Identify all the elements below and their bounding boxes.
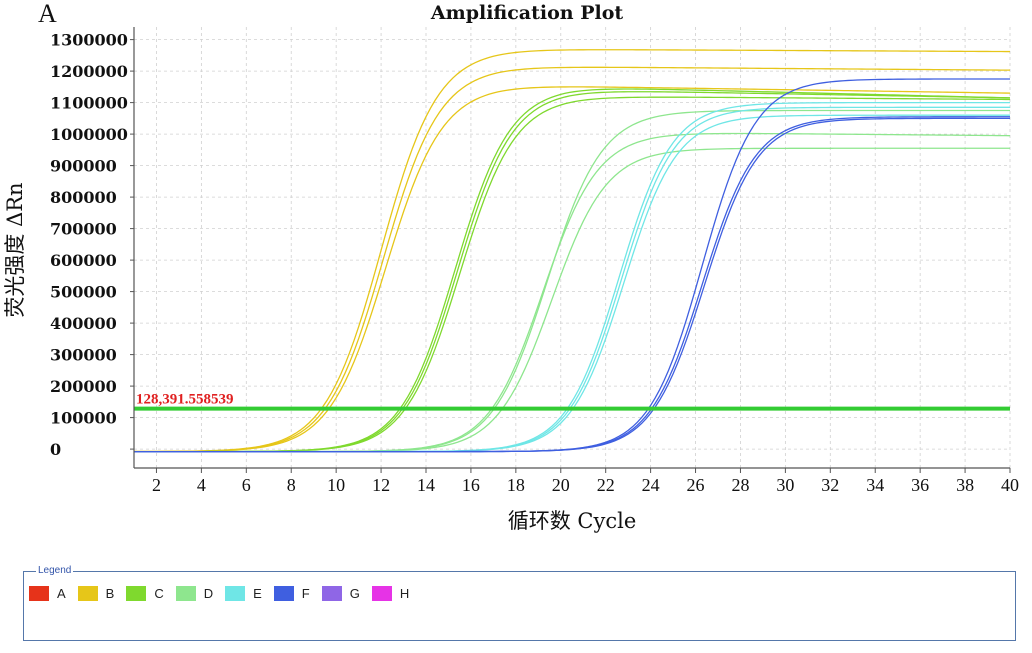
y-tick-label: 1000000 (50, 125, 128, 144)
x-tick-label: 22 (597, 475, 615, 495)
x-tick-label: 14 (417, 475, 435, 495)
legend-item-E: E (225, 586, 262, 601)
x-tick-label: 28 (731, 475, 749, 495)
x-tick-label: 16 (462, 475, 480, 495)
x-tick-label: 4 (197, 475, 206, 495)
grid-lines (134, 27, 1011, 468)
threshold-group: 128,391.558539 (134, 392, 1010, 411)
x-tick-label: 18 (507, 475, 525, 495)
series-E-curve (134, 101, 1010, 453)
legend-label: B (105, 586, 115, 601)
x-tick-label: 32 (821, 475, 839, 495)
legend-label: E (253, 586, 262, 601)
amplification-chart: A Amplification Plot 128,391.558539 0100… (3, 0, 1019, 533)
series-B-curve (133, 86, 1011, 453)
y-tick-label: 500000 (50, 283, 117, 302)
legend-label: F (301, 586, 310, 601)
x-tick-label: 30 (776, 475, 794, 495)
y-axis-ticks: 0 100000 200000 300000 400000 500000 600000 700… (50, 31, 134, 459)
y-tick-label: 700000 (50, 220, 117, 239)
series-B-curve (133, 66, 1011, 453)
legend-label: G (349, 586, 360, 601)
legend-item-H: H (371, 586, 410, 601)
legend: Legend A B C D E F G H (23, 564, 1016, 641)
chart-title: Amplification Plot (430, 2, 624, 24)
threshold-label: 128,391.558539 (136, 392, 234, 408)
x-tick-label: 6 (242, 475, 251, 495)
series-C-curve (134, 88, 1011, 453)
series-F-curve (134, 117, 1010, 453)
x-tick-label: 40 (1001, 475, 1019, 495)
x-tick-label: 24 (642, 475, 660, 495)
axes (133, 27, 1010, 469)
legend-swatch (175, 586, 196, 601)
y-tick-label: 0 (50, 440, 61, 459)
y-tick-label: 400000 (50, 314, 117, 333)
y-axis-label: 荧光强度 ΔRn (3, 182, 27, 317)
legend-item-F: F (273, 586, 310, 601)
x-tick-label: 36 (911, 475, 929, 495)
legend-item-G: G (321, 586, 360, 601)
y-tick-label: 1100000 (50, 94, 128, 113)
legend-items: A B C D E F G H (29, 586, 421, 601)
y-tick-label: 300000 (50, 346, 117, 365)
x-tick-label: 20 (552, 475, 570, 495)
series-B-curve (133, 49, 1011, 453)
series-D-curve (134, 132, 1011, 453)
legend-swatch (77, 586, 98, 601)
legend-label: H (399, 586, 410, 601)
legend-title: Legend (36, 564, 74, 578)
legend-swatch (225, 586, 246, 601)
x-tick-label: 34 (866, 475, 884, 495)
y-tick-label: 900000 (50, 157, 117, 176)
x-tick-label: 8 (287, 475, 296, 495)
y-tick-label: 1200000 (50, 62, 128, 81)
amplification-curves (133, 49, 1011, 453)
series-C-curve (134, 91, 1011, 453)
legend-swatch (371, 586, 392, 601)
y-tick-label: 800000 (50, 188, 117, 207)
y-tick-label: 200000 (50, 377, 117, 396)
x-tick-label: 10 (327, 475, 345, 495)
y-tick-label: 1300000 (50, 31, 128, 50)
y-tick-label: 600000 (50, 251, 117, 270)
x-tick-label: 2 (152, 475, 161, 495)
legend-item-A: A (29, 586, 66, 601)
legend-label: C (154, 586, 164, 601)
x-tick-label: 26 (687, 475, 705, 495)
series-C-curve (134, 96, 1011, 453)
x-axis-label: 循环数 Cycle (508, 509, 637, 533)
panel-letter: A (38, 0, 57, 28)
x-axis-ticks: 2 4 6 8 10 12 14 16 18 20 22 24 26 28 30 32 34 36 38 40 (152, 468, 1019, 495)
legend-item-C: C (126, 586, 164, 601)
legend-swatch (29, 586, 49, 601)
x-tick-label: 12 (372, 475, 390, 495)
series-E-curve (134, 106, 1010, 453)
x-tick-label: 38 (956, 475, 974, 495)
legend-swatch (273, 586, 294, 601)
legend-swatch (126, 586, 147, 601)
y-tick-label: 100000 (50, 409, 117, 428)
legend-item-B: B (77, 586, 115, 601)
legend-swatch (321, 586, 342, 601)
legend-label: A (57, 586, 66, 601)
legend-label: D (203, 586, 214, 601)
legend-item-D: D (175, 586, 214, 601)
